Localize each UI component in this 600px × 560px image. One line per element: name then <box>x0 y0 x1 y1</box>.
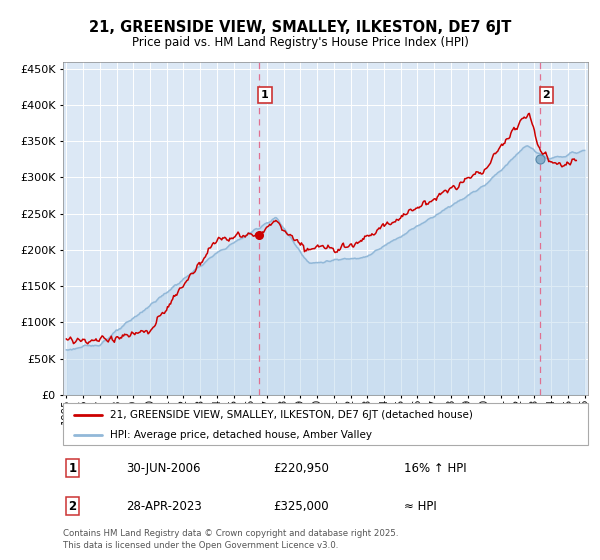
Text: Price paid vs. HM Land Registry's House Price Index (HPI): Price paid vs. HM Land Registry's House … <box>131 36 469 49</box>
Text: 16% ↑ HPI: 16% ↑ HPI <box>404 461 467 475</box>
FancyBboxPatch shape <box>63 403 588 445</box>
Text: 28-APR-2023: 28-APR-2023 <box>126 500 202 512</box>
Text: £220,950: £220,950 <box>273 461 329 475</box>
Text: 2: 2 <box>542 90 550 100</box>
Text: Contains HM Land Registry data © Crown copyright and database right 2025.
This d: Contains HM Land Registry data © Crown c… <box>63 529 398 550</box>
Text: ≈ HPI: ≈ HPI <box>404 500 437 512</box>
Text: 21, GREENSIDE VIEW, SMALLEY, ILKESTON, DE7 6JT (detached house): 21, GREENSIDE VIEW, SMALLEY, ILKESTON, D… <box>110 410 473 420</box>
Text: 2: 2 <box>68 500 76 512</box>
Text: 21, GREENSIDE VIEW, SMALLEY, ILKESTON, DE7 6JT: 21, GREENSIDE VIEW, SMALLEY, ILKESTON, D… <box>89 20 511 35</box>
Text: 1: 1 <box>68 461 76 475</box>
Text: 1: 1 <box>261 90 269 100</box>
Text: 30-JUN-2006: 30-JUN-2006 <box>126 461 200 475</box>
Text: HPI: Average price, detached house, Amber Valley: HPI: Average price, detached house, Ambe… <box>110 430 372 440</box>
Text: £325,000: £325,000 <box>273 500 329 512</box>
